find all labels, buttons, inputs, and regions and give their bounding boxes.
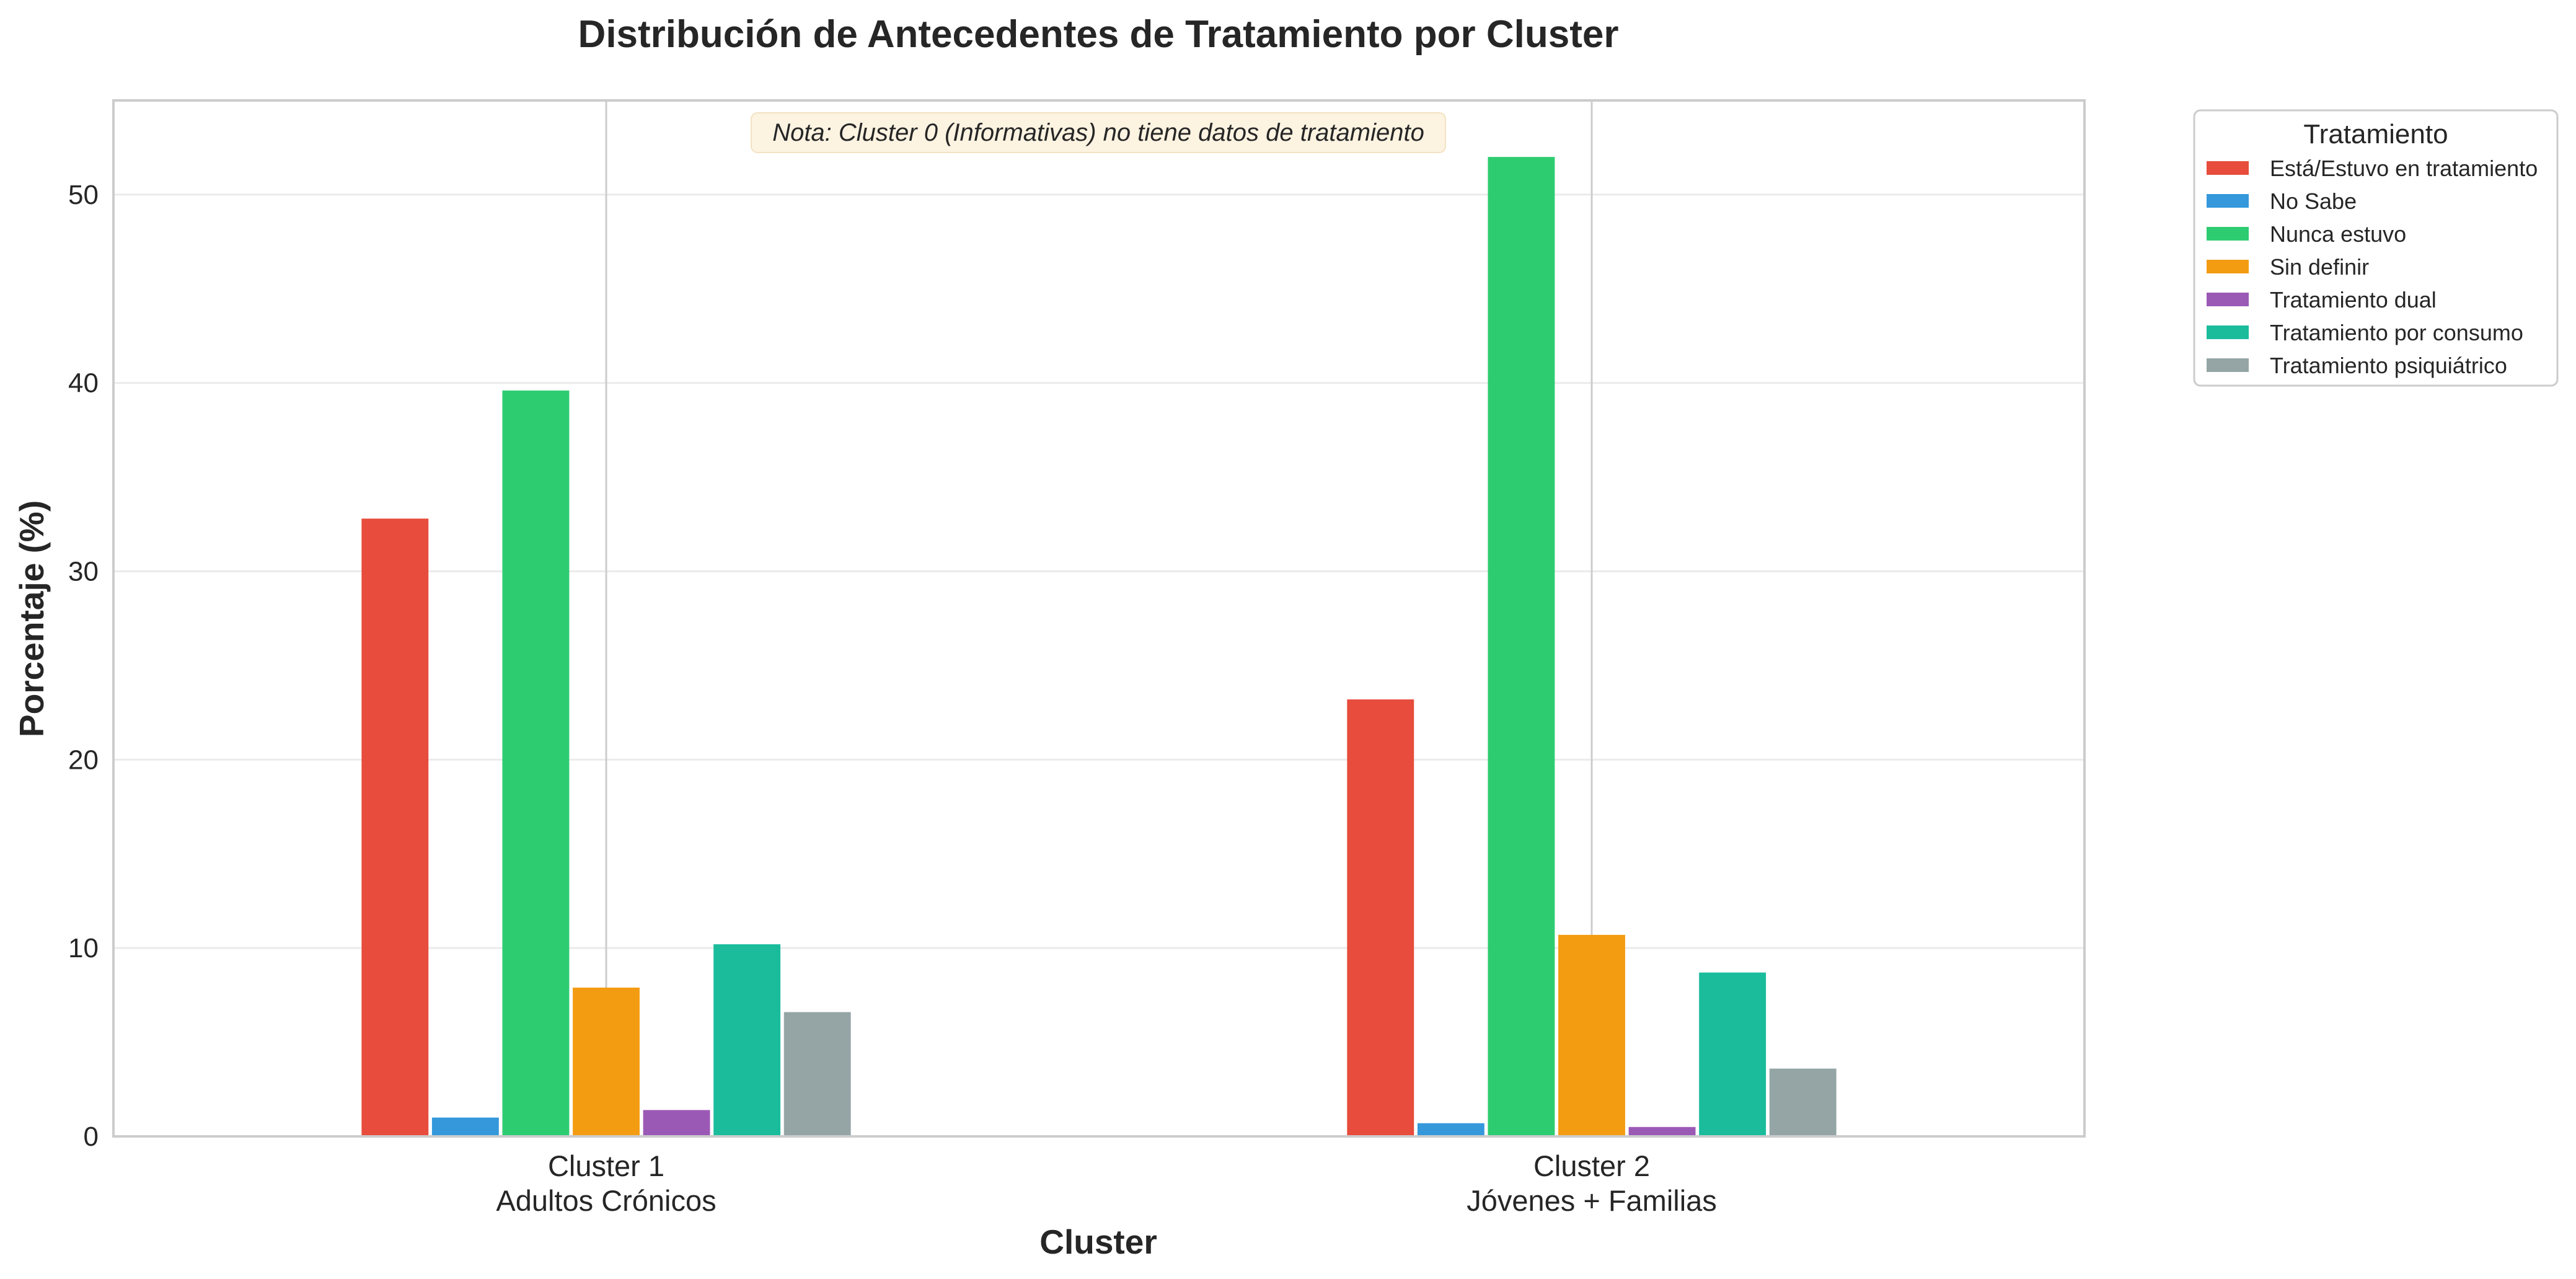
chart-title: Distribución de Antecedentes de Tratamie… <box>578 13 1619 56</box>
legend-label: Tratamiento dual <box>2270 287 2437 312</box>
legend-frame <box>2193 109 2559 387</box>
y-tick-label: 40 <box>68 368 99 399</box>
x-tick-label-line2: Adultos Crónicos <box>496 1184 716 1217</box>
y-tick-label: 20 <box>68 745 99 775</box>
legend-swatch <box>2207 161 2249 175</box>
bar <box>502 390 570 1136</box>
annotation-text: Nota: Cluster 0 (Informativas) no tiene … <box>772 119 1424 146</box>
bars <box>361 157 1837 1136</box>
bar <box>1417 1123 1484 1136</box>
annotation-note: Nota: Cluster 0 (Informativas) no tiene … <box>751 112 1446 153</box>
legend-swatch <box>2207 194 2249 208</box>
y-axis-label: Porcentaje (%) <box>12 500 51 737</box>
bar <box>1769 1068 1837 1136</box>
legend-label: Tratamiento por consumo <box>2270 320 2523 345</box>
bar <box>361 518 429 1136</box>
legend-swatch <box>2207 358 2249 372</box>
legend-label: No Sabe <box>2270 188 2357 214</box>
y-tick-label: 0 <box>84 1122 99 1152</box>
annotation-box <box>751 112 1446 153</box>
x-tick-label-line2: Jóvenes + Familias <box>1467 1184 1717 1217</box>
bar <box>1558 934 1625 1136</box>
plot-area <box>112 99 2086 1138</box>
bar <box>431 1117 499 1136</box>
bar <box>1699 972 1767 1136</box>
y-tick-label: 50 <box>68 180 99 210</box>
x-tick-label-line1: Cluster 2 <box>1533 1149 1650 1182</box>
bar <box>1347 699 1414 1136</box>
bar <box>1488 157 1555 1136</box>
legend-items: Está/Estuvo en tratamiento No Sabe Nunca e… <box>2207 156 2538 378</box>
plot-frame <box>112 99 2086 1138</box>
grid-lines <box>113 193 2084 949</box>
legend-title: Tratamiento <box>2303 119 2448 149</box>
plot-background <box>113 100 2084 1136</box>
y-tick-label: 30 <box>68 557 99 587</box>
bar <box>1628 1126 1696 1136</box>
bar <box>573 987 640 1136</box>
x-tick-label-line1: Cluster 1 <box>548 1149 664 1182</box>
x-axis-label: Cluster <box>1039 1223 1157 1261</box>
bar <box>643 1110 710 1136</box>
y-axis-ticks: 0 10 20 30 40 50 <box>68 180 99 1152</box>
legend: Tratamiento Está/Estuvo en tratamiento No… <box>2193 109 2559 387</box>
legend-swatch <box>2207 325 2249 339</box>
y-tick-label: 10 <box>68 933 99 963</box>
legend-swatch <box>2207 293 2249 306</box>
bar <box>713 944 781 1136</box>
bar <box>783 1012 851 1136</box>
legend-label: Está/Estuvo en tratamiento <box>2270 156 2538 181</box>
legend-label: Sin definir <box>2270 254 2369 280</box>
legend-swatch <box>2207 260 2249 273</box>
legend-label: Tratamiento psiquiátrico <box>2270 353 2507 378</box>
legend-swatch <box>2207 227 2249 241</box>
legend-label: Nunca estuvo <box>2270 221 2406 247</box>
